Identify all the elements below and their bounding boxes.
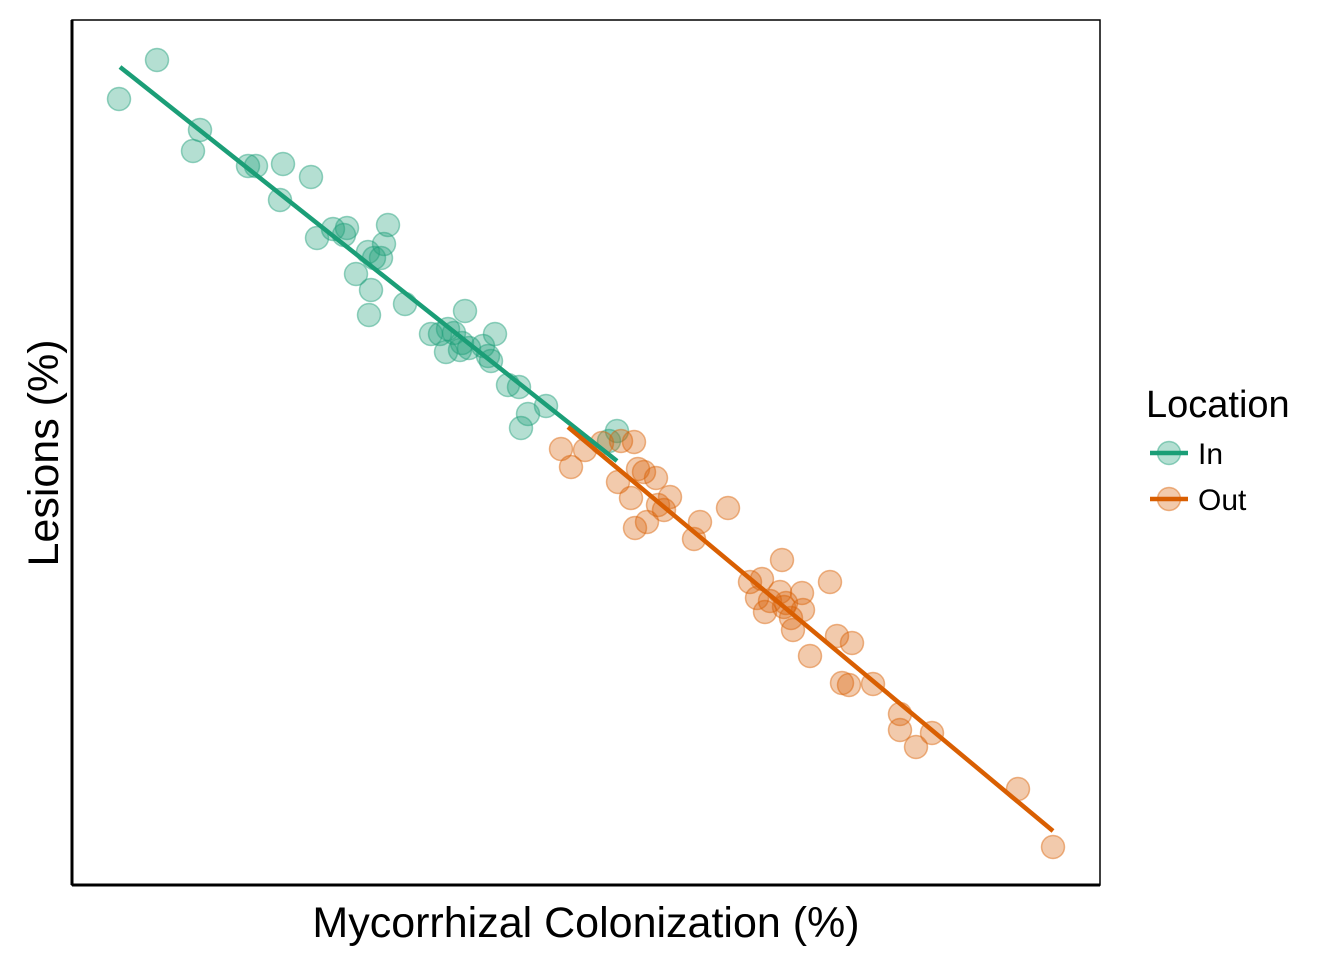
data-point-in xyxy=(267,187,293,213)
data-point-in xyxy=(515,401,541,427)
data-point-out xyxy=(887,717,913,743)
data-point-out xyxy=(824,623,850,649)
legend: Location In Out xyxy=(1146,384,1290,517)
legend-title: Location xyxy=(1146,384,1290,426)
data-point-out xyxy=(1040,834,1066,860)
data-point-out xyxy=(643,465,669,491)
data-point-in xyxy=(106,86,132,112)
data-point-in xyxy=(358,277,384,303)
x-axis-title: Mycorrhizal Colonization (%) xyxy=(312,899,859,947)
y-axis-title: Lesions (%) xyxy=(20,339,68,566)
data-point-out xyxy=(608,428,634,454)
legend-label-out: Out xyxy=(1198,484,1247,517)
data-point-out xyxy=(780,617,806,643)
data-point-in xyxy=(452,298,478,324)
data-point-out xyxy=(797,643,823,669)
data-point-in xyxy=(456,335,482,361)
legend-label-in: In xyxy=(1198,438,1223,471)
data-point-out xyxy=(618,485,644,511)
data-point-in xyxy=(356,302,382,328)
data-point-out xyxy=(752,599,778,625)
legend-key-point-in xyxy=(1156,440,1182,466)
data-point-in xyxy=(304,225,330,251)
data-point-in xyxy=(334,215,360,241)
data-point-out xyxy=(558,454,584,480)
data-point-in xyxy=(418,321,444,347)
data-point-in xyxy=(604,418,630,444)
data-point-out xyxy=(634,509,660,535)
data-point-out xyxy=(631,459,657,485)
data-point-out xyxy=(817,569,843,595)
data-point-out xyxy=(715,495,741,521)
data-point-in xyxy=(371,231,397,257)
data-point-out xyxy=(687,509,713,535)
data-point-out xyxy=(622,515,648,541)
fit-line-out xyxy=(566,425,1055,833)
fit-line-in xyxy=(118,65,619,463)
data-point-out xyxy=(789,580,815,606)
data-point-in xyxy=(508,415,534,441)
data-point-in xyxy=(343,261,369,287)
data-point-out xyxy=(657,484,683,510)
data-point-out xyxy=(829,670,855,696)
data-point-in xyxy=(298,164,324,190)
data-point-out xyxy=(836,672,862,698)
data-point-in xyxy=(392,291,418,317)
data-point-out xyxy=(839,630,865,656)
data-point-in xyxy=(270,151,296,177)
data-point-in xyxy=(449,330,475,356)
data-point-out xyxy=(903,734,929,760)
data-point-out xyxy=(621,429,647,455)
data-point-in xyxy=(368,245,394,271)
fit-lines-layer xyxy=(118,65,1055,833)
data-point-in xyxy=(433,339,459,365)
data-point-in xyxy=(144,47,170,73)
legend-key-point-out xyxy=(1156,486,1182,512)
data-point-in xyxy=(375,212,401,238)
data-point-in xyxy=(482,321,508,347)
legend-items: In Out xyxy=(1150,438,1247,517)
points-layer xyxy=(106,47,1066,860)
data-point-out xyxy=(548,436,574,462)
data-point-out xyxy=(625,456,651,482)
data-point-out xyxy=(778,605,804,631)
data-point-out xyxy=(769,547,795,573)
data-point-out xyxy=(757,588,783,614)
data-point-in xyxy=(180,138,206,164)
data-point-out xyxy=(773,590,799,616)
